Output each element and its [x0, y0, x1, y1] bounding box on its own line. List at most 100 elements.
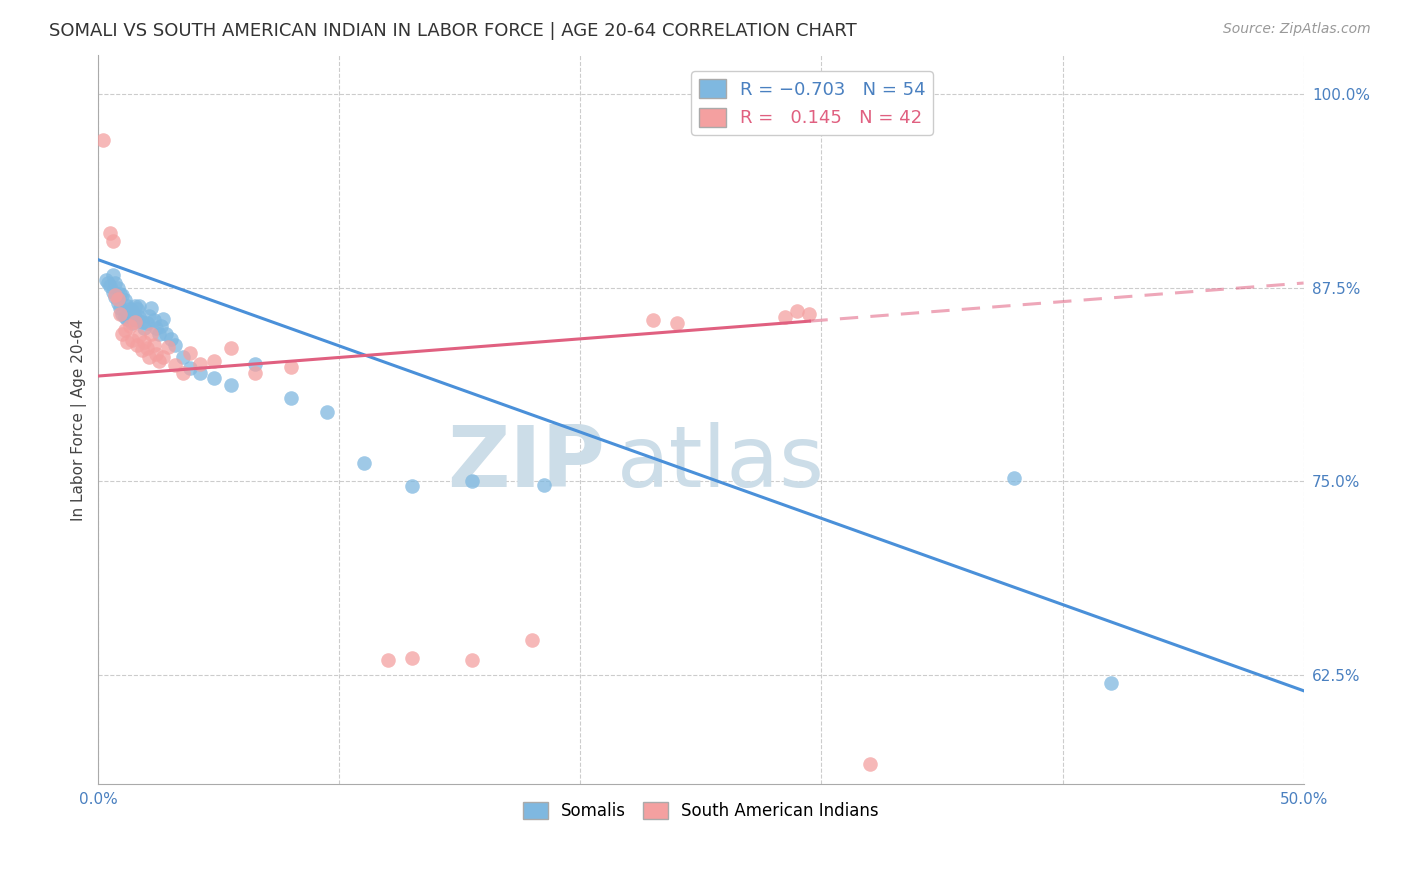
Point	[859, 756, 882, 771]
Point	[172, 366, 194, 380]
Point	[134, 321, 156, 335]
Point	[152, 311, 174, 326]
Point	[243, 357, 266, 371]
Point	[141, 327, 163, 342]
Point	[179, 361, 201, 376]
Point	[142, 313, 165, 327]
Point	[219, 378, 242, 392]
Point	[118, 302, 141, 317]
Point	[118, 319, 141, 334]
Point	[138, 351, 160, 365]
Point	[117, 311, 139, 326]
Point	[125, 313, 148, 327]
Point	[219, 341, 242, 355]
Point	[125, 338, 148, 352]
Point	[91, 133, 114, 147]
Point	[1002, 471, 1025, 485]
Point	[101, 268, 124, 283]
Point	[280, 359, 302, 374]
Point	[150, 319, 173, 334]
Point	[138, 309, 160, 323]
Point	[135, 316, 157, 330]
Text: ZIP: ZIP	[447, 422, 605, 505]
Point	[377, 653, 399, 667]
Point	[114, 293, 136, 307]
Point	[131, 343, 153, 357]
Point	[104, 288, 127, 302]
Point	[145, 347, 167, 361]
Point	[165, 358, 187, 372]
Point	[121, 316, 143, 330]
Point	[121, 304, 143, 318]
Point	[124, 299, 146, 313]
Point	[128, 299, 150, 313]
Point	[128, 328, 150, 343]
Point	[202, 370, 225, 384]
Point	[243, 366, 266, 380]
Point	[121, 334, 143, 348]
Point	[118, 313, 141, 327]
Point	[104, 276, 127, 290]
Point	[665, 316, 688, 330]
Point	[108, 286, 131, 301]
Point	[134, 334, 156, 349]
Point	[179, 345, 201, 359]
Point	[142, 338, 165, 352]
Point	[124, 310, 146, 325]
Point	[202, 353, 225, 368]
Point	[148, 353, 170, 368]
Point	[107, 296, 129, 310]
Legend: Somalis, South American Indians: Somalis, South American Indians	[516, 795, 886, 826]
Point	[114, 310, 136, 325]
Point	[1099, 676, 1122, 690]
Point	[100, 279, 122, 293]
Point	[401, 479, 423, 493]
Point	[280, 391, 302, 405]
Point	[522, 632, 544, 647]
Y-axis label: In Labor Force | Age 20-64: In Labor Force | Age 20-64	[72, 318, 87, 521]
Point	[107, 292, 129, 306]
Point	[316, 405, 339, 419]
Point	[114, 322, 136, 336]
Point	[117, 299, 139, 313]
Point	[188, 357, 211, 371]
Point	[461, 475, 484, 489]
Point	[641, 313, 664, 327]
Point	[401, 651, 423, 665]
Point	[125, 302, 148, 317]
Point	[94, 273, 117, 287]
Point	[131, 315, 153, 329]
Point	[799, 307, 821, 321]
Point	[141, 301, 163, 315]
Point	[165, 338, 187, 352]
Point	[124, 315, 146, 329]
Text: SOMALI VS SOUTH AMERICAN INDIAN IN LABOR FORCE | AGE 20-64 CORRELATION CHART: SOMALI VS SOUTH AMERICAN INDIAN IN LABOR…	[49, 22, 858, 40]
Point	[101, 285, 124, 300]
Point	[533, 477, 555, 491]
Point	[786, 304, 808, 318]
Point	[128, 310, 150, 325]
Point	[172, 351, 194, 365]
Point	[152, 351, 174, 365]
Point	[101, 234, 124, 248]
Point	[148, 327, 170, 342]
Text: atlas: atlas	[617, 422, 824, 505]
Point	[104, 290, 127, 304]
Point	[775, 310, 797, 325]
Point	[461, 653, 484, 667]
Point	[145, 321, 167, 335]
Point	[157, 340, 180, 354]
Point	[100, 227, 122, 241]
Point	[155, 327, 177, 342]
Point	[117, 334, 139, 349]
Point	[107, 281, 129, 295]
Point	[111, 307, 134, 321]
Point	[111, 288, 134, 302]
Point	[135, 341, 157, 355]
Point	[159, 332, 181, 346]
Text: Source: ZipAtlas.com: Source: ZipAtlas.com	[1223, 22, 1371, 37]
Point	[108, 307, 131, 321]
Point	[97, 276, 120, 290]
Point	[188, 366, 211, 380]
Point	[108, 301, 131, 315]
